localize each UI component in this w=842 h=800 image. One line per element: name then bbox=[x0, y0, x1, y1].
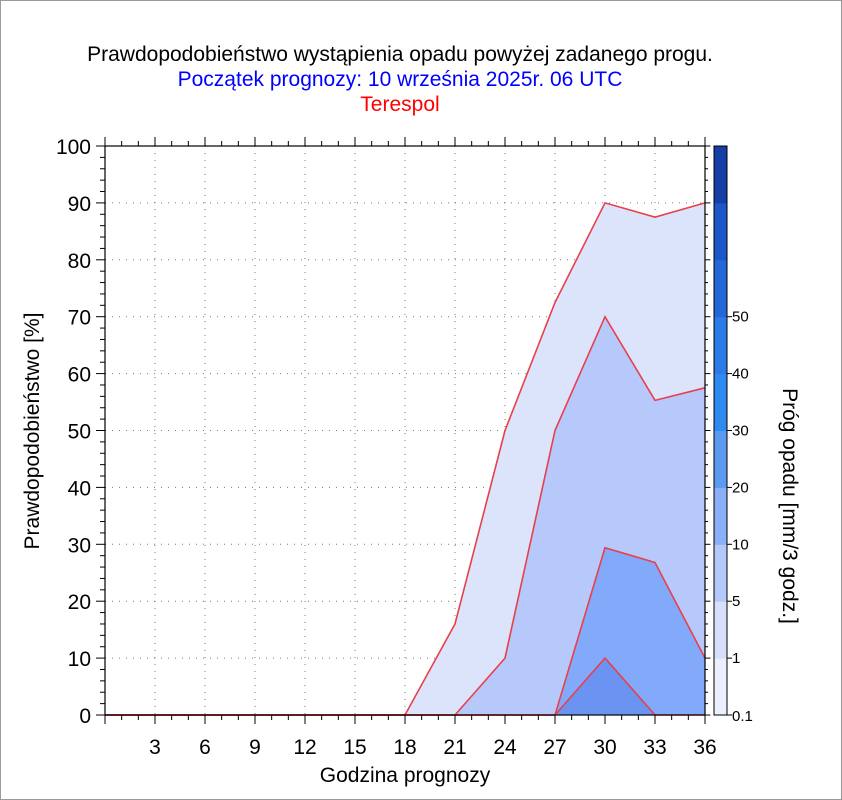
x-tick-label: 36 bbox=[693, 736, 716, 759]
x-tick-label: 6 bbox=[199, 736, 211, 759]
x-axis-label: Godzina prognozy bbox=[320, 764, 491, 787]
chart-subtitle: Początek prognozy: 10 września 2025r. 06… bbox=[177, 68, 623, 91]
y-axis-label: Prawdopodobieństwo [%] bbox=[21, 313, 44, 550]
y-tick-label: 30 bbox=[68, 534, 91, 557]
area-threshold-10 bbox=[105, 658, 705, 715]
chart-title: Prawdopodobieństwo wystąpienia opadu pow… bbox=[87, 43, 713, 66]
x-tick-label: 27 bbox=[543, 736, 566, 759]
colorbar-tick-label: 1 bbox=[732, 650, 740, 667]
area-threshold-5 bbox=[105, 547, 705, 715]
y-tick-label: 70 bbox=[68, 307, 91, 330]
colorbar-segment bbox=[714, 202, 727, 261]
y-tick-label: 50 bbox=[68, 421, 91, 444]
colorbar-label: Próg opadu [mm/3 godz.] bbox=[778, 388, 801, 624]
y-axis-ticks: 0 10 20 30 40 50 60 70 80 90 100 bbox=[56, 136, 711, 728]
y-tick-label: 40 bbox=[68, 477, 91, 500]
colorbar-segment bbox=[714, 601, 727, 659]
x-tick-label: 9 bbox=[249, 736, 261, 759]
colorbar-segment bbox=[714, 487, 727, 545]
x-tick-label: 30 bbox=[593, 736, 616, 759]
x-axis-ticks: 3 6 9 12 15 18 21 24 27 30 33 36 bbox=[104, 137, 717, 759]
colorbar-tick-label: 30 bbox=[732, 423, 749, 440]
y-tick-label: 20 bbox=[68, 591, 91, 614]
x-tick-label: 24 bbox=[493, 736, 517, 759]
y-tick-label: 0 bbox=[79, 705, 91, 728]
x-tick-label: 21 bbox=[443, 736, 466, 759]
y-tick-label: 10 bbox=[68, 648, 91, 671]
y-tick-label: 80 bbox=[68, 250, 91, 273]
colorbar-segment bbox=[714, 544, 727, 602]
y-tick-label: 90 bbox=[68, 193, 91, 216]
colorbar-segment bbox=[714, 430, 727, 488]
colorbar-tick-label: 0.1 bbox=[732, 708, 753, 725]
x-tick-label: 15 bbox=[343, 736, 366, 759]
colorbar-segment bbox=[714, 259, 727, 318]
colorbar-tick-label: 20 bbox=[732, 479, 749, 496]
y-tick-label: 60 bbox=[68, 364, 91, 387]
y-tick-label: 100 bbox=[56, 136, 91, 159]
colorbar-tick-label: 5 bbox=[732, 593, 740, 610]
area-threshold-1 bbox=[105, 316, 705, 715]
colorbar-segment bbox=[714, 658, 727, 716]
x-tick-label: 3 bbox=[149, 736, 161, 759]
colorbar-segment bbox=[714, 146, 727, 204]
colorbar-tick-label: 50 bbox=[732, 309, 749, 326]
x-tick-label: 33 bbox=[643, 736, 666, 759]
colorbar: 0.1 1 5 10 20 30 40 50 bbox=[713, 145, 753, 725]
colorbar-tick-label: 10 bbox=[732, 536, 749, 553]
chart-location: Terespol bbox=[360, 93, 440, 116]
colorbar-tick-label: 40 bbox=[732, 366, 749, 383]
x-tick-label: 12 bbox=[293, 736, 316, 759]
x-tick-label: 18 bbox=[393, 736, 416, 759]
colorbar-segment bbox=[714, 316, 727, 375]
colorbar-segment bbox=[714, 373, 727, 431]
